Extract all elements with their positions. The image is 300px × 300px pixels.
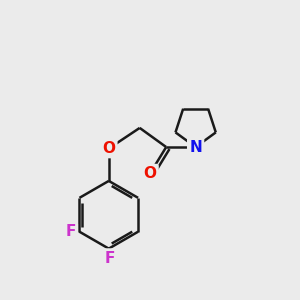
Text: F: F: [105, 250, 116, 266]
Text: F: F: [65, 224, 76, 239]
Text: O: O: [102, 141, 115, 156]
Text: N: N: [189, 140, 202, 154]
Text: O: O: [143, 166, 157, 181]
